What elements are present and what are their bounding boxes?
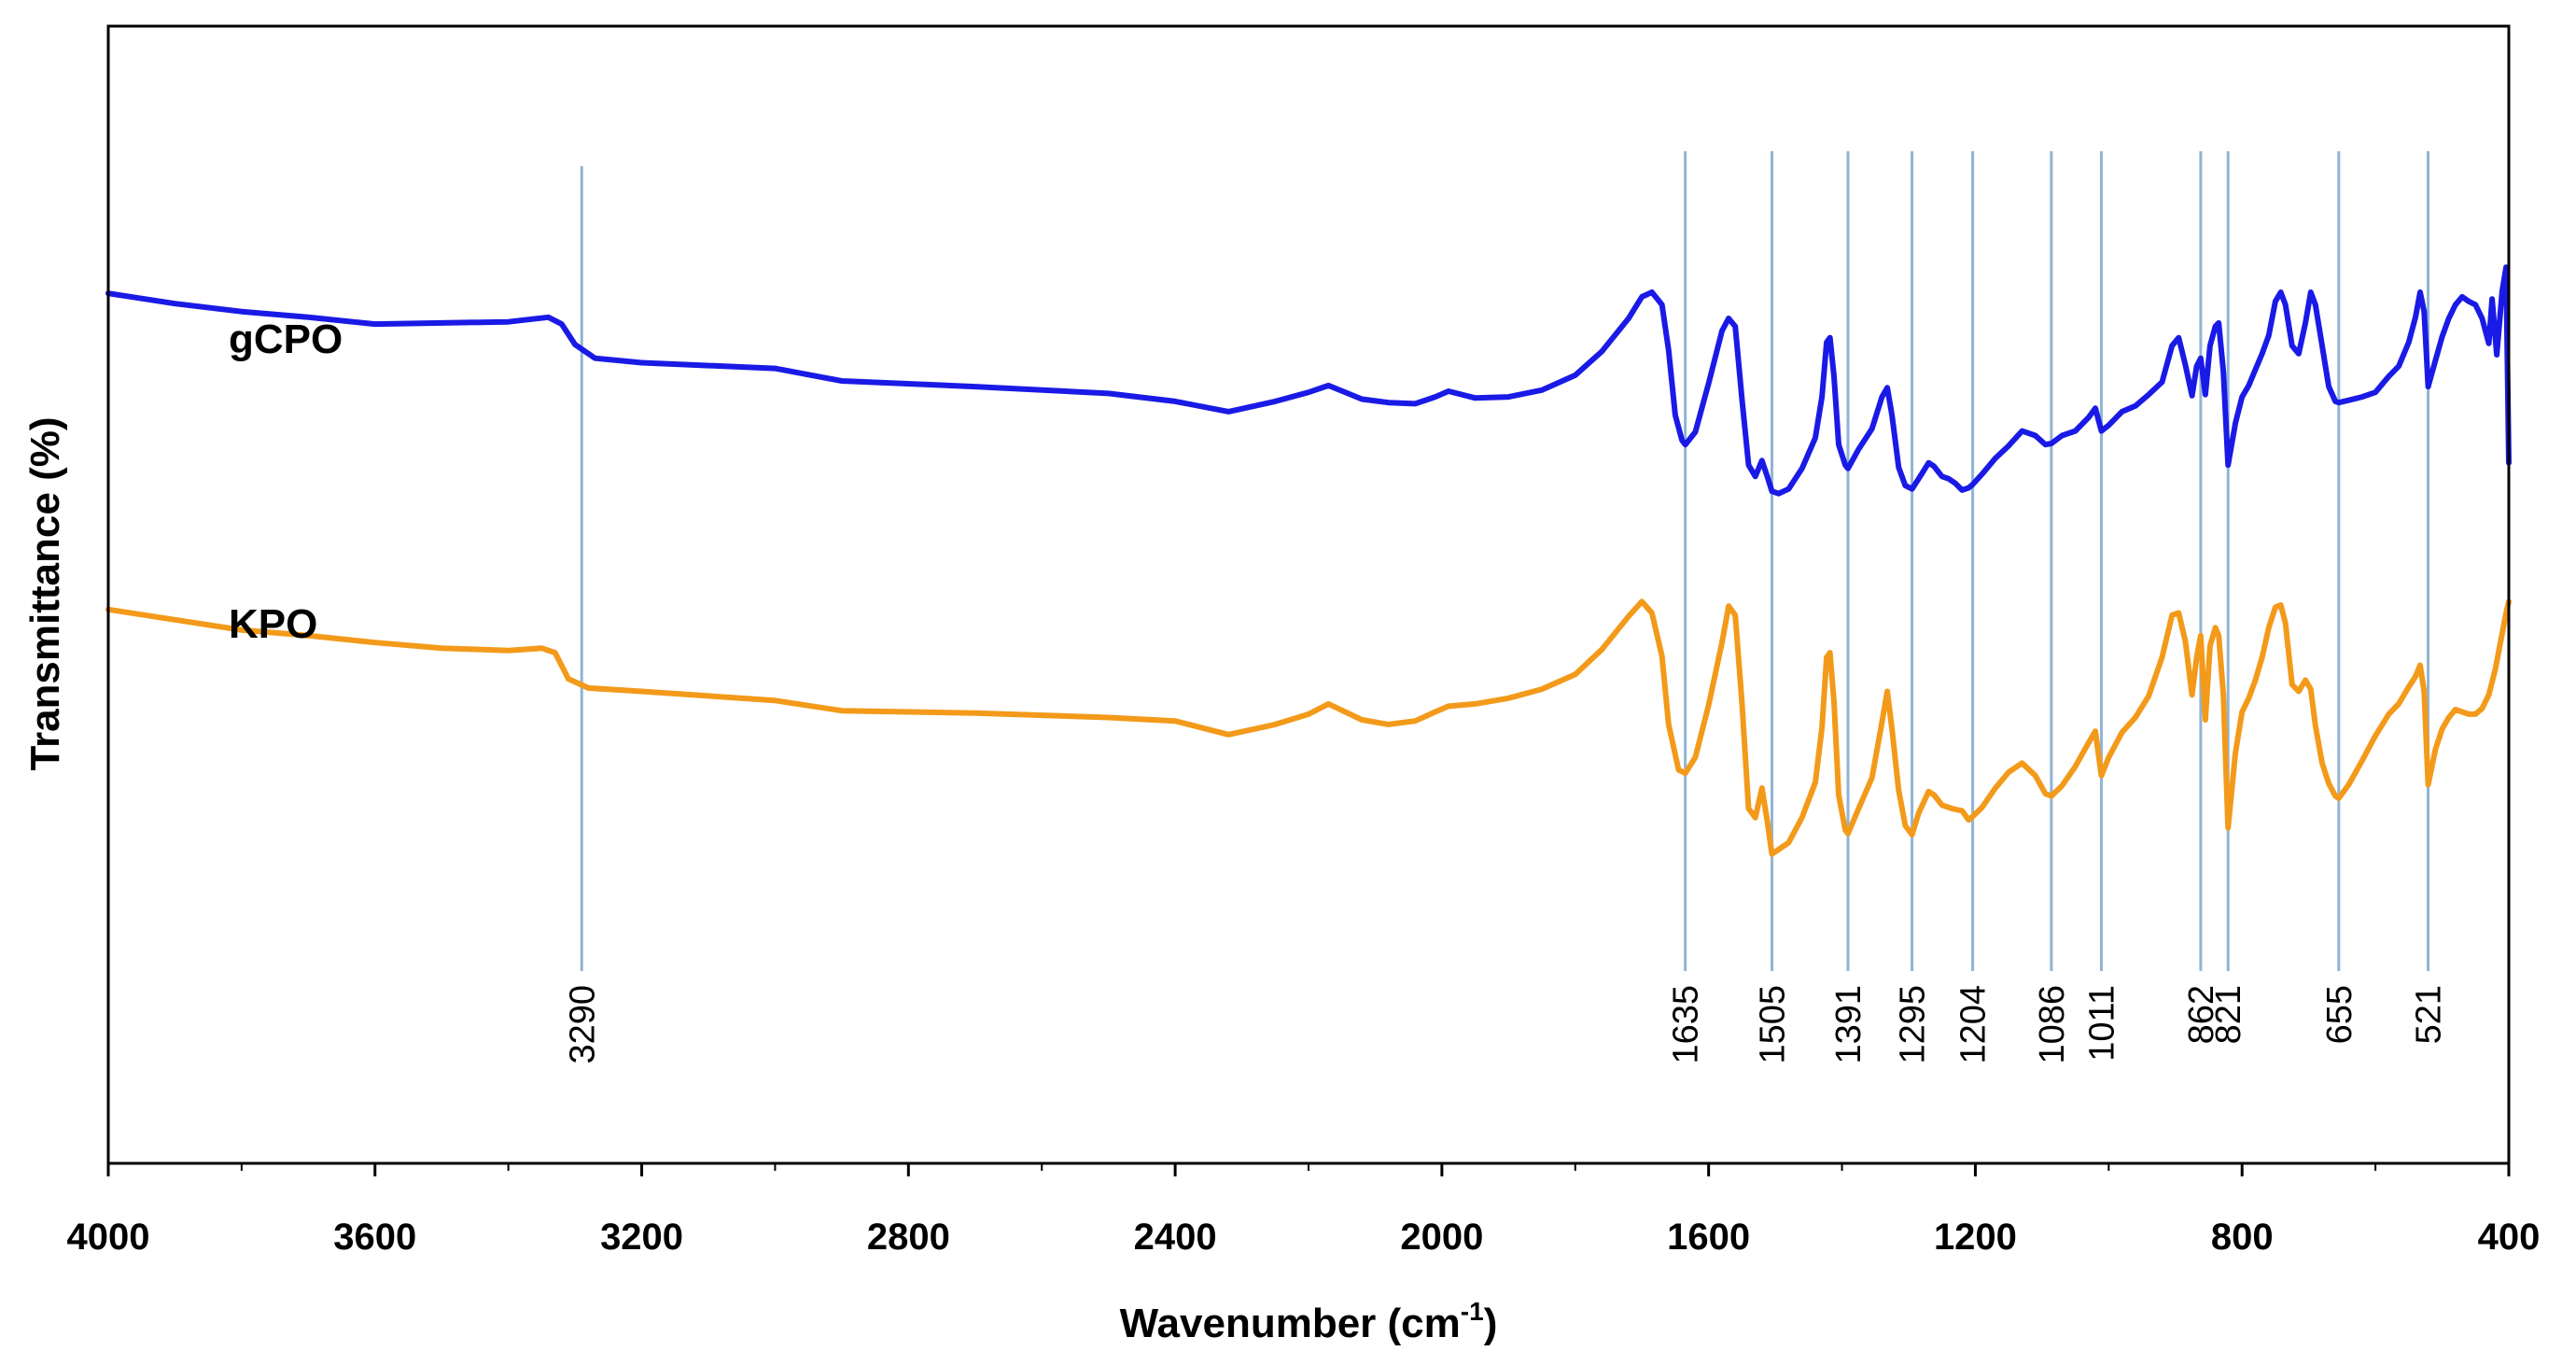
spectra-series [105,264,2512,857]
x-tick-label: 3200 [600,1217,683,1258]
x-axis-title-main: Wavenumber (cm [1120,1301,1461,1346]
x-tick-label: 1200 [1934,1217,2017,1258]
peak-label-1391: 1391 [1829,985,1869,1064]
x-tick-label: 2000 [1400,1217,1483,1258]
x-axis-title-sup: -1 [1461,1297,1484,1326]
x-tick-label: 3600 [333,1217,416,1258]
x-tick-label: 800 [2211,1217,2274,1258]
x-tick-label: 4000 [67,1217,150,1258]
series-label-kpo: KPO [229,601,317,647]
series-line-kpo [105,598,2512,857]
series-line-gcpo [105,264,2512,497]
series-label-gcpo: gCPO [229,317,343,362]
x-tick-label: 400 [2478,1217,2541,1258]
x-tick-label: 1600 [1667,1217,1750,1258]
y-axis-title: Transmittance (%) [22,417,68,771]
peak-label-655: 655 [2320,985,2359,1044]
x-tick-label: 2800 [867,1217,950,1258]
peak-label-1505: 1505 [1754,985,1793,1064]
peak-label-821: 821 [2209,985,2248,1044]
peak-label-521: 521 [2410,985,2449,1044]
peak-label-862: 862 [2182,985,2221,1044]
x-axis-title-tail: ) [1484,1301,1498,1346]
peak-label-1295: 1295 [1894,985,1933,1064]
x-tick-label: 2400 [1134,1217,1217,1258]
peak-label-1086: 1086 [2033,985,2072,1064]
peak-label-1204: 1204 [1954,985,1994,1064]
peak-label-1011: 1011 [2083,985,2122,1062]
x-axis-title: Wavenumber (cm-1) [1120,1297,1498,1346]
x-axis-ticks: 4000 3600 3200 2800 2400 2000 1600 1200 800 400 [67,1163,2541,1258]
peak-label-1635: 1635 [1667,985,1706,1064]
peak-label-3290: 3290 [563,985,602,1064]
